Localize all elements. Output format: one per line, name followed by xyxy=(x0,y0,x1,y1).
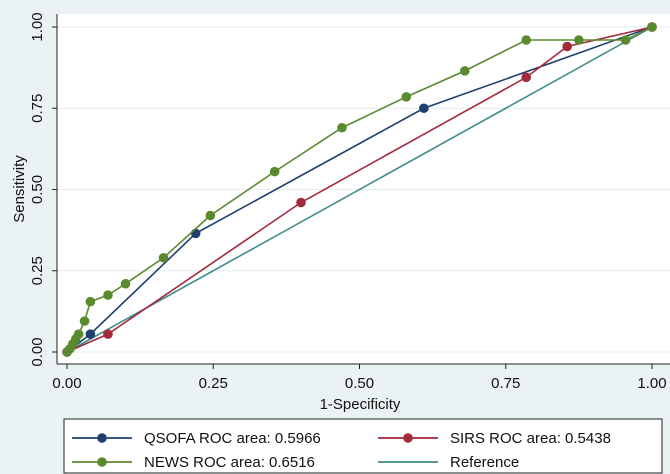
data-point xyxy=(419,103,429,114)
x-tick-label: 0.00 xyxy=(52,375,81,392)
data-point xyxy=(205,210,216,221)
legend-marker xyxy=(403,433,413,443)
legend-label: NEWS ROC area: 0.6516 xyxy=(144,454,315,471)
data-point xyxy=(103,290,113,300)
data-point xyxy=(85,296,96,307)
data-point xyxy=(620,35,631,45)
x-tick-label: 1.00 xyxy=(637,375,666,392)
legend-marker xyxy=(97,433,107,443)
y-tick-label: 0.00 xyxy=(29,337,46,366)
y-tick-label: 1.00 xyxy=(29,12,46,41)
x-tick-label: 0.25 xyxy=(199,375,228,392)
data-point xyxy=(85,329,96,339)
data-point xyxy=(647,22,657,32)
data-point xyxy=(521,72,532,83)
data-point xyxy=(103,329,113,339)
data-point xyxy=(337,122,347,133)
data-point xyxy=(158,252,169,263)
y-tick-label: 0.50 xyxy=(29,175,46,204)
data-point xyxy=(296,197,306,208)
data-point xyxy=(120,278,131,289)
data-point xyxy=(562,41,572,52)
data-point xyxy=(190,228,201,239)
y-axis-title: Sensitivity xyxy=(11,155,28,223)
legend-label: SIRS ROC area: 0.5438 xyxy=(450,430,611,447)
data-point xyxy=(401,92,412,102)
legend-label: Reference xyxy=(450,454,519,471)
x-tick-label: 0.75 xyxy=(491,375,520,392)
legend: QSOFA ROC area: 0.5966 SIRS ROC area: 0.5… xyxy=(63,418,663,474)
legend-marker xyxy=(97,457,107,467)
series-layer xyxy=(62,22,657,357)
tick-labels: 0.00 0.25 0.50 0.75 1.00 0.00 0.25 0.50 0.75 1.00 xyxy=(29,12,667,392)
data-point xyxy=(73,329,84,339)
grid-lines xyxy=(57,26,670,353)
legend-label: QSOFA ROC area: 0.5966 xyxy=(144,430,321,447)
data-point xyxy=(460,66,470,76)
x-tick-label: 0.50 xyxy=(345,375,374,392)
y-tick-label: 0.75 xyxy=(29,94,46,123)
legend-box xyxy=(63,418,663,474)
data-point xyxy=(521,35,532,45)
y-tick-label: 0.25 xyxy=(29,256,46,285)
data-point xyxy=(574,35,584,45)
series-line xyxy=(66,26,653,353)
axes xyxy=(52,14,670,369)
x-axis-title: 1-Specificity xyxy=(320,396,401,413)
data-point xyxy=(269,166,280,177)
data-point xyxy=(79,316,90,326)
